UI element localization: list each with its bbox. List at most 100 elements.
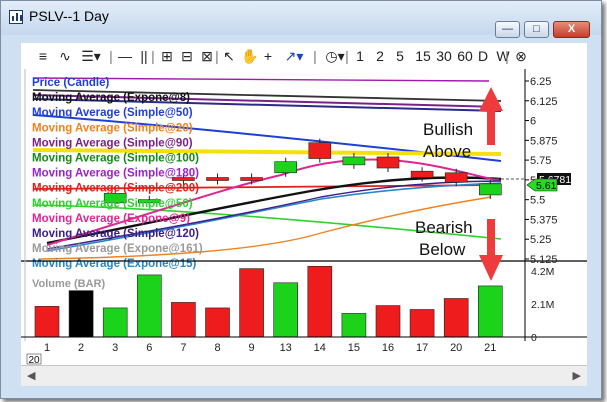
price-candle <box>172 177 195 181</box>
moving-average-line <box>46 176 502 245</box>
scroll-left-arrow-icon[interactable]: ◀ <box>27 370 36 382</box>
legend-entry: Moving Average (Simple@200) <box>32 183 199 195</box>
time-frame-dropdown[interactable]: ◷▾ <box>325 48 345 64</box>
horizontal-scrollbar[interactable]: ◀ ▶ <box>21 365 587 386</box>
remove-study-icon[interactable]: ⊟ <box>181 48 193 64</box>
x-axis-label: 21 <box>484 342 496 354</box>
crosshair-tool-icon[interactable]: + <box>263 48 273 64</box>
chart-type-dropdown[interactable]: ☰▾ <box>81 48 101 64</box>
price-candle <box>240 177 263 181</box>
price-candle <box>342 156 366 166</box>
volume-bar <box>102 307 128 338</box>
period-day-button[interactable]: D <box>477 48 489 64</box>
moving-average-line <box>40 196 492 260</box>
scroll-right-arrow-icon[interactable]: ▶ <box>572 370 581 382</box>
x-axis-label: 1 <box>44 342 50 354</box>
price-candle <box>376 156 400 169</box>
period-15-button[interactable]: 15 <box>415 48 431 64</box>
last-price-label: 5.61 <box>536 180 557 192</box>
volume-bar <box>205 307 230 338</box>
period-5-button[interactable]: 5 <box>396 48 404 64</box>
price-volume-chart[interactable]: Price (Candle) Moving Average (Expone@8) M… <box>21 69 587 366</box>
period-30-button[interactable]: 30 <box>436 48 452 64</box>
price-tick-label: 6.25 <box>530 76 551 88</box>
fit-chart-icon[interactable]: ⊠ <box>201 48 213 64</box>
volume-title: Volume (BAR) <box>32 278 105 290</box>
price-candle <box>478 183 502 196</box>
title-bar[interactable]: PSLV--1 Day <box>1 1 601 35</box>
period-1-button[interactable]: 1 <box>356 48 364 64</box>
legend-entry: Moving Average (Simple@90) <box>32 137 193 149</box>
bearish-arrow-head <box>479 255 503 281</box>
volume-bar <box>137 274 162 338</box>
toolbar-separator: | <box>505 48 509 64</box>
vertical-line-tool-icon[interactable]: || <box>140 48 148 64</box>
x-axis-label: 14 <box>314 342 326 354</box>
volume-bar <box>477 285 503 338</box>
legend-entry: Moving Average (Simple@100) <box>32 153 199 165</box>
x-axis-label: 9 <box>249 342 255 354</box>
volume-tick-label: 4.2M <box>531 266 554 278</box>
price-candle <box>206 177 229 181</box>
moving-average-line <box>32 204 502 240</box>
legend-entry: Moving Average (Simple@180) <box>32 168 199 180</box>
moving-average-line <box>32 98 502 112</box>
price-tick-label: 5.5 <box>530 195 545 207</box>
period-week-button[interactable]: W <box>496 48 510 64</box>
volume-bar <box>341 313 367 338</box>
window-title: PSLV--1 Day <box>29 8 109 24</box>
price-tick-label: 6 <box>530 116 536 128</box>
price-candle <box>308 142 332 159</box>
volume-bar <box>239 268 264 338</box>
bearish-arrow-shaft <box>487 219 495 259</box>
bullish-arrow-shaft <box>487 109 495 145</box>
price-candle <box>103 193 127 204</box>
volume-bar <box>34 306 60 338</box>
x-axis-label: 2 <box>78 342 84 354</box>
legend-entry: Moving Average (Expone@8) <box>32 92 190 104</box>
pointer-tool-icon[interactable]: ↖ <box>223 48 235 64</box>
minimize-button[interactable]: — <box>495 21 520 38</box>
x-axis-label: 3 <box>112 342 118 354</box>
close-button[interactable]: X <box>553 21 590 38</box>
volume-bar <box>443 298 469 338</box>
volume-bar <box>273 282 298 338</box>
period-2-button[interactable]: 2 <box>376 48 384 64</box>
above-label: Above <box>423 142 471 161</box>
legend-entry: Moving Average (Simple@20) <box>32 122 193 134</box>
trendline-tool-dropdown[interactable]: ↗▾ <box>284 48 304 64</box>
volume-bar <box>68 290 94 338</box>
period-60-button[interactable]: 60 <box>457 48 473 64</box>
bar-style-icon[interactable]: ≡ <box>38 48 48 64</box>
price-tick-label: 5.25 <box>530 234 551 246</box>
volume-tick-label: 0 <box>531 332 537 344</box>
restore-button[interactable]: □ <box>524 21 549 38</box>
line-style-icon[interactable]: ∿ <box>59 48 71 64</box>
price-tick-label: 6.125 <box>530 96 558 108</box>
add-study-icon[interactable]: ⊞ <box>161 48 173 64</box>
volume-bar <box>409 309 435 338</box>
x-axis-label: 13 <box>280 342 292 354</box>
legend-entry: Price (Candle) <box>32 77 109 89</box>
pan-tool-icon[interactable]: ✋ <box>241 48 259 64</box>
price-tick-label: 5.375 <box>530 214 558 226</box>
price-tick-label: 5.75 <box>530 155 551 167</box>
moving-average-line <box>32 89 502 102</box>
bullish-arrow-head <box>479 87 503 111</box>
price-candle <box>274 161 297 174</box>
moving-average-line <box>32 148 502 156</box>
x-axis-label: 8 <box>214 342 220 354</box>
x-axis-label: 15 <box>348 342 360 354</box>
moving-average-line <box>32 94 502 108</box>
moving-average-line <box>46 182 502 252</box>
month-label-box <box>26 353 42 365</box>
month-label: 20 <box>28 355 40 365</box>
toolbar-separator: | <box>151 48 155 64</box>
toolbar-separator: | <box>345 48 349 64</box>
legend-entry: Moving Average (Expone@15) <box>32 258 197 270</box>
horizontal-line-tool-icon[interactable]: — <box>118 48 132 64</box>
x-axis-label: 6 <box>146 342 152 354</box>
volume-bar <box>171 302 196 338</box>
close-chart-icon[interactable]: ⊗ <box>515 48 527 64</box>
chart-app-icon <box>9 10 23 24</box>
